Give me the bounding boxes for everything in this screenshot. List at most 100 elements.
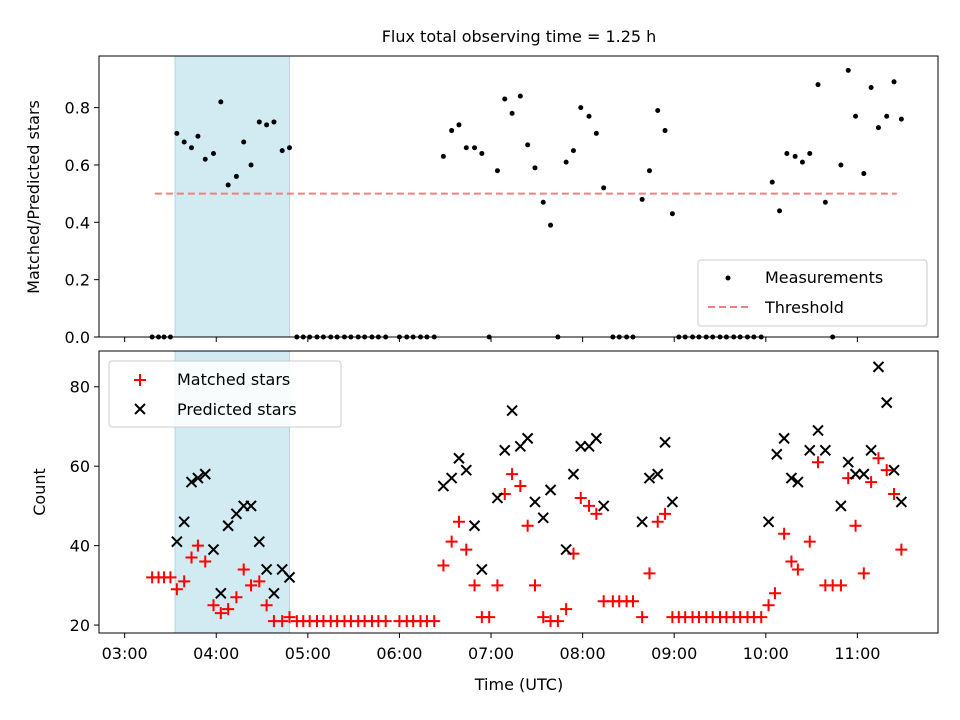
measurement-point xyxy=(256,119,262,125)
matched-point xyxy=(260,599,273,612)
top-panel-frame xyxy=(98,55,939,338)
measurement-point xyxy=(287,145,293,151)
matched-point xyxy=(207,599,220,612)
predicted-point xyxy=(872,361,885,373)
measurement-point xyxy=(884,113,890,119)
matched-point xyxy=(437,559,450,572)
measurement-point xyxy=(845,67,851,73)
matched-point xyxy=(626,595,639,608)
predicted-point xyxy=(178,516,190,528)
predicted-point xyxy=(849,468,862,480)
x-tick-label: 06:00 xyxy=(376,644,422,663)
matched-point xyxy=(643,567,656,580)
matched-point xyxy=(483,611,496,624)
predicted-point xyxy=(453,452,465,464)
legend-measurements-marker xyxy=(725,275,731,281)
predicted-point xyxy=(895,496,908,508)
measurement-point xyxy=(463,145,469,151)
measurement-point xyxy=(815,82,821,88)
predicted-point xyxy=(819,444,832,457)
legend-matched-label: Matched stars xyxy=(177,370,290,389)
matched-point xyxy=(460,543,473,556)
predicted-point xyxy=(521,432,534,445)
matched-point xyxy=(755,611,768,624)
x-tick-label: 10:00 xyxy=(743,644,789,663)
predicted-point xyxy=(207,543,220,556)
matched-point xyxy=(551,615,564,628)
measurement-point xyxy=(517,93,523,99)
measurement-point xyxy=(777,208,783,214)
legend-matched-marker xyxy=(134,374,146,386)
matched-point xyxy=(834,579,847,592)
x-axis-label: Time (UTC) xyxy=(474,675,563,694)
predicted-point xyxy=(567,468,580,480)
predicted-point xyxy=(778,432,790,445)
matched-point xyxy=(452,515,465,528)
predicted-point xyxy=(253,535,265,548)
matched-point xyxy=(785,555,798,568)
matched-point xyxy=(574,491,587,504)
measurement-point xyxy=(472,145,478,151)
top-ylabel: Matched/Predicted stars xyxy=(24,100,43,294)
measurement-point xyxy=(225,182,231,188)
predicted-point xyxy=(468,520,481,532)
predicted-point xyxy=(659,436,671,449)
predicted-point xyxy=(222,520,234,532)
measurement-point xyxy=(784,150,790,156)
measurement-point xyxy=(264,122,270,128)
predicted-point xyxy=(858,468,870,480)
predicted-point xyxy=(597,500,610,512)
measurement-point xyxy=(898,116,904,122)
x-tick-label: 04:00 xyxy=(193,644,239,663)
bottom-legend: Matched stars Predicted stars xyxy=(108,360,342,428)
measurement-point xyxy=(646,168,652,174)
predicted-point xyxy=(185,476,198,488)
top-panel-axes: 0.0 0.2 0.4 0.6 0.8 xyxy=(65,99,858,347)
top-legend: Measurements Threshold xyxy=(697,259,928,327)
matched-point xyxy=(528,579,541,592)
measurement-point xyxy=(525,142,531,148)
predicted-point xyxy=(762,516,775,528)
legend-threshold-label: Threshold xyxy=(764,298,844,317)
measurement-point xyxy=(669,211,675,217)
matched-point xyxy=(849,519,862,532)
predicted-point xyxy=(785,472,798,484)
measurement-point xyxy=(532,165,538,171)
predicted-point xyxy=(865,444,877,457)
count-series xyxy=(146,361,908,628)
top-panel-highlight xyxy=(174,55,291,338)
predicted-point xyxy=(835,500,847,512)
measurement-point xyxy=(241,139,247,145)
measurement-point xyxy=(202,156,208,162)
matched-point xyxy=(768,587,781,600)
legend-predicted-label: Predicted stars xyxy=(177,400,297,419)
measurement-point xyxy=(861,171,867,177)
bottom-y-tick-label: 60 xyxy=(70,457,90,476)
top-y-tick-label: 0.4 xyxy=(65,213,90,232)
x-tick-label: 05:00 xyxy=(285,644,331,663)
matched-point xyxy=(514,480,527,493)
predicted-point xyxy=(506,404,518,417)
measurement-point xyxy=(494,168,500,174)
measurement-point xyxy=(593,130,599,136)
measurement-point xyxy=(440,153,446,159)
matched-point xyxy=(880,464,893,477)
measurement-point xyxy=(540,199,546,205)
matched-point xyxy=(428,615,441,628)
measurement-point xyxy=(655,107,661,113)
predicted-point xyxy=(171,535,183,548)
measurement-point xyxy=(570,148,576,154)
predicted-point xyxy=(636,516,648,528)
predicted-point xyxy=(199,468,211,480)
predicted-point xyxy=(804,444,816,457)
measurement-point xyxy=(838,162,844,168)
predicted-point xyxy=(880,396,893,409)
x-tick-label: 11:00 xyxy=(834,644,880,663)
measurement-point xyxy=(578,105,584,111)
bottom-panel-frame xyxy=(98,350,939,634)
predicted-point xyxy=(590,432,603,445)
matched-point xyxy=(857,567,870,580)
measurement-point xyxy=(456,122,462,128)
predicted-point xyxy=(491,492,504,504)
measurement-point xyxy=(822,199,828,205)
